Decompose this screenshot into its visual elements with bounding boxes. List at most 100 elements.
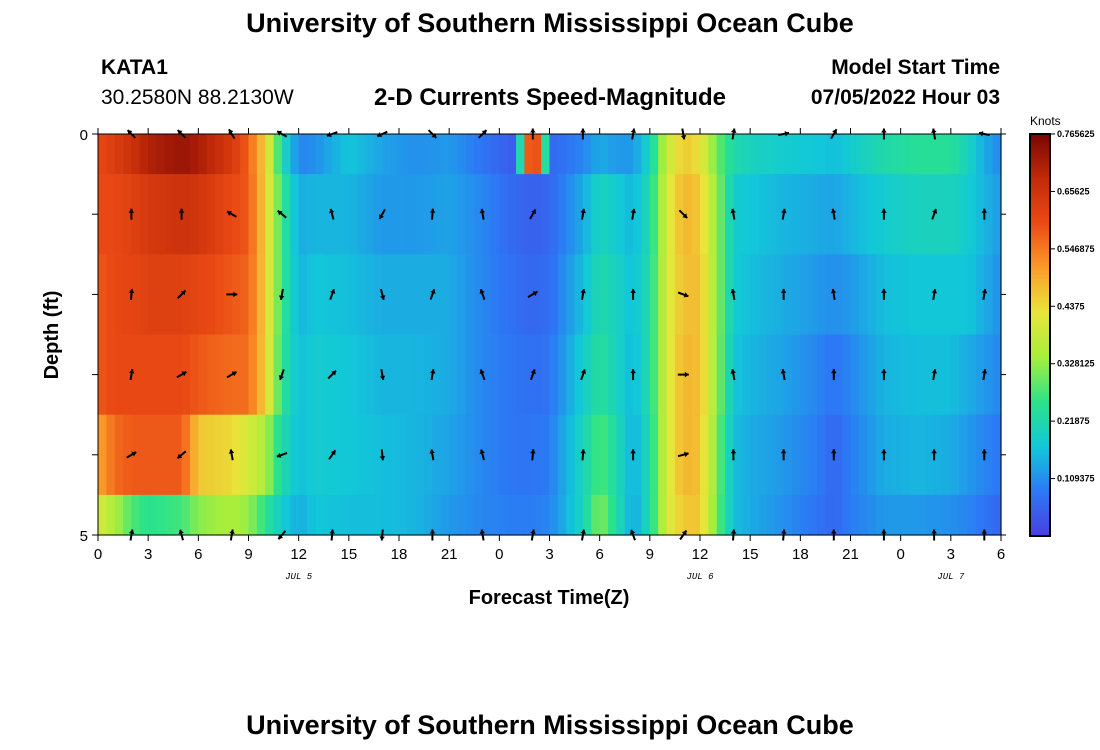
vector-arrow-head — [329, 208, 335, 214]
heatmap-cell — [858, 334, 868, 416]
heatmap-cell — [290, 414, 300, 496]
vector-arrow-head — [682, 213, 688, 219]
heatmap-cell — [984, 334, 994, 416]
heatmap-cell — [340, 494, 350, 536]
heatmap-cell — [892, 134, 902, 175]
heatmap-cell — [340, 334, 350, 416]
heatmap-cell — [114, 334, 124, 416]
heatmap-cell — [148, 414, 158, 496]
heatmap-cell — [750, 334, 760, 416]
heatmap-cell — [365, 334, 375, 416]
heatmap-cell — [173, 174, 183, 255]
heatmap-cell — [482, 174, 492, 255]
heatmap-cell — [382, 254, 392, 336]
heatmap-cell — [181, 414, 191, 496]
heatmap-cell — [240, 334, 250, 416]
heatmap-cell — [766, 174, 776, 255]
heatmap-cell — [825, 414, 835, 496]
vector-arrow-head — [580, 369, 587, 375]
heatmap-cell — [507, 414, 517, 496]
heatmap-cell — [641, 174, 651, 255]
heatmap-cell — [348, 174, 358, 255]
heatmap-cell — [700, 254, 709, 336]
heatmap-cell — [499, 254, 509, 336]
vector-arrow-head — [530, 369, 536, 375]
vector-arrow-head — [479, 289, 485, 294]
vector-arrow-head — [331, 370, 336, 376]
vector-arrow-head — [680, 135, 687, 140]
heatmap-cell — [808, 254, 818, 336]
heatmap-cell — [482, 494, 492, 536]
heatmap-cell — [967, 174, 977, 255]
heatmap-cell — [959, 174, 969, 255]
heatmap-cell — [440, 414, 450, 496]
vector-arrow-head — [881, 449, 887, 454]
heatmap-cell — [658, 254, 668, 336]
heatmap-cell — [106, 134, 116, 175]
heatmap-cell — [256, 414, 266, 496]
heatmap-cell — [156, 134, 166, 175]
heatmap-cell — [390, 494, 400, 536]
heatmap-cell — [332, 494, 342, 536]
heatmap-cell — [716, 494, 726, 536]
heatmap-cell — [465, 334, 475, 416]
heatmap-cell — [323, 494, 333, 536]
heatmap-cell — [633, 494, 643, 536]
heatmap-cell — [440, 174, 450, 255]
heatmap-cell — [532, 414, 542, 496]
heatmap-cell — [817, 254, 827, 336]
heatmap-cell — [783, 254, 793, 336]
heatmap-cell — [106, 334, 116, 416]
heatmap-cell — [524, 174, 534, 255]
heatmap-cell — [482, 134, 492, 175]
heatmap-cell — [716, 334, 726, 416]
heatmap-cell — [599, 134, 609, 175]
heatmap-cell — [750, 494, 760, 536]
heatmap-cell — [758, 334, 768, 416]
heatmap-cell — [265, 494, 275, 536]
heatmap-cell — [934, 334, 944, 416]
heatmap-cell — [373, 414, 383, 496]
vector-arrow-head — [730, 208, 736, 214]
colorbar-tick-label: 0.328125 — [1057, 359, 1095, 369]
heatmap-cell — [733, 494, 743, 536]
x-tick-label: 15 — [742, 546, 759, 563]
x-tick-label: 15 — [340, 546, 357, 563]
vector-arrow-head — [683, 292, 689, 298]
heatmap-cell — [148, 494, 158, 536]
heatmap-cell — [273, 334, 283, 416]
vector-arrow-head — [530, 449, 536, 454]
heatmap-cell — [917, 334, 927, 416]
vector-arrow-head — [380, 295, 386, 300]
heatmap-cell — [557, 494, 567, 536]
heatmap-cell — [307, 334, 316, 416]
heatmap-cell — [148, 134, 158, 175]
heatmap-cell — [566, 414, 576, 496]
heatmap-cell — [189, 414, 199, 496]
footer-title: University of Southern Mississippi Ocean… — [246, 710, 854, 740]
vector-arrow-head — [931, 128, 937, 133]
heatmap-cell — [215, 334, 225, 416]
heatmap-cell — [265, 174, 275, 255]
heatmap-cell — [457, 414, 467, 496]
heatmap-cell — [532, 254, 542, 336]
heatmap-cell — [691, 414, 701, 496]
heatmap-cell — [967, 254, 977, 336]
heatmap-cell — [173, 494, 183, 536]
colorbar-units: Knots — [1030, 114, 1061, 128]
heatmap-cell — [532, 334, 542, 416]
heatmap-cell — [800, 494, 810, 536]
heatmap-cell — [875, 174, 885, 255]
heatmap-cell — [867, 254, 877, 336]
heatmap-cell — [850, 254, 860, 336]
heatmap-cell — [909, 174, 918, 255]
heatmap-cell — [900, 254, 910, 336]
heatmap-cell — [541, 334, 551, 416]
heatmap-cell — [842, 134, 852, 175]
heatmap-cell — [507, 134, 517, 175]
heatmap-cell — [449, 494, 459, 536]
heatmap-cell — [106, 254, 116, 336]
vector-arrow-head — [228, 449, 235, 454]
date-label: JUL 7 — [937, 572, 965, 582]
